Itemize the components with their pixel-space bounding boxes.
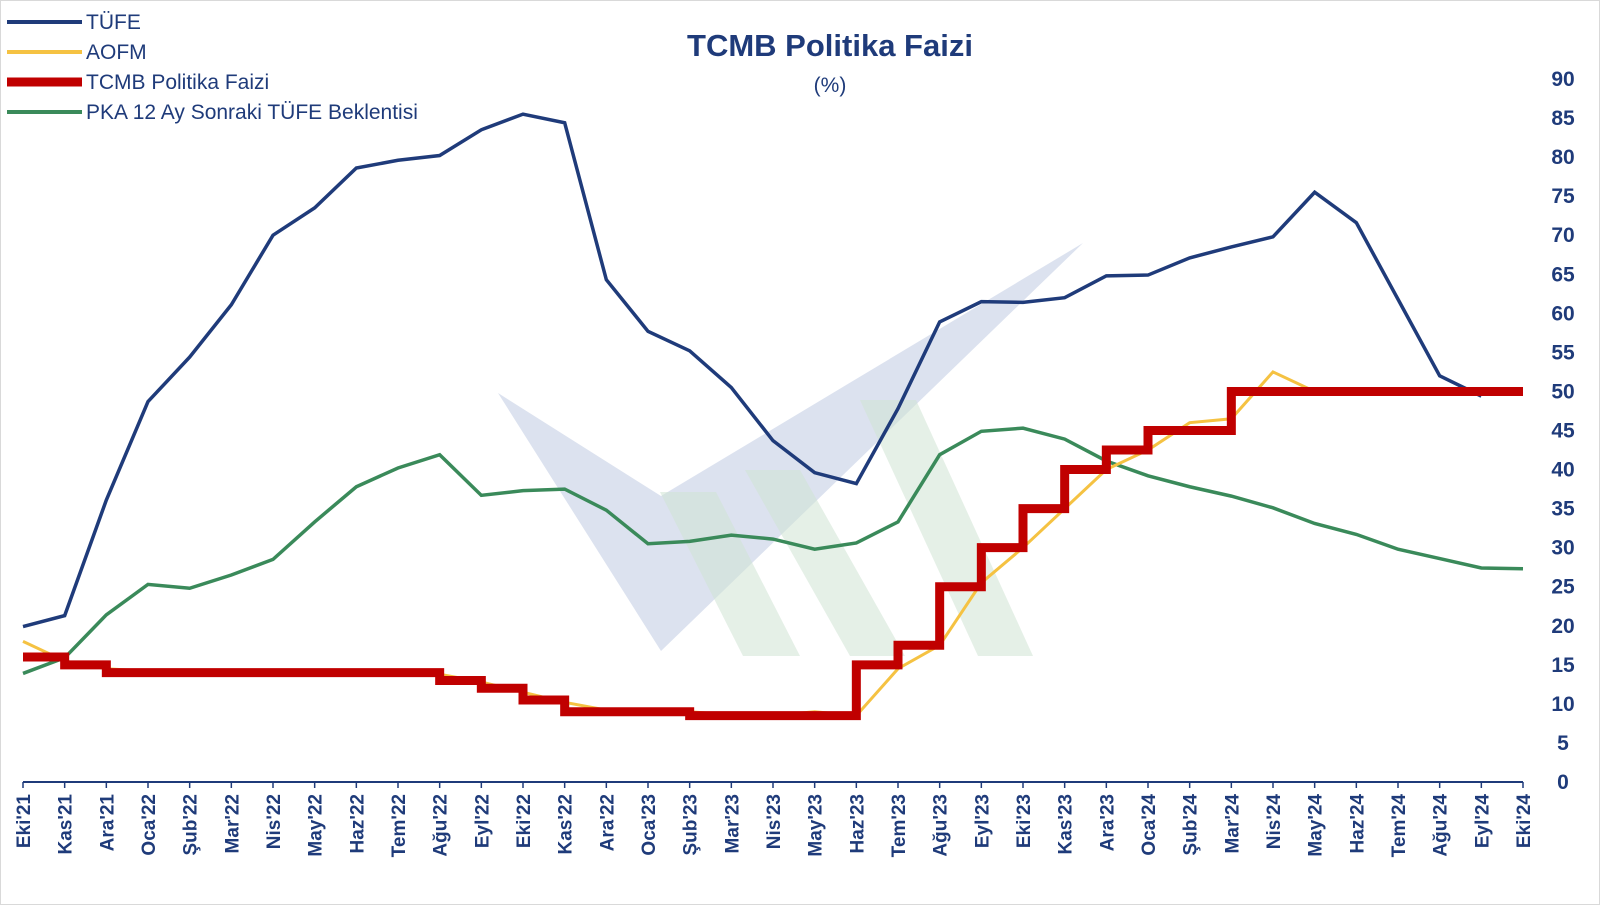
x-tick-label: Kas'23 xyxy=(1056,794,1077,855)
checkmark-watermark xyxy=(498,243,1083,656)
y-tick-label: 50 xyxy=(1551,380,1574,403)
x-tick-label: Tem'24 xyxy=(1389,794,1410,858)
x-tick-label: Eki'24 xyxy=(1514,794,1535,849)
x-tick-label: Mar'24 xyxy=(1222,794,1243,854)
y-tick-label: 35 xyxy=(1551,498,1575,521)
series-line-aofm xyxy=(22,370,1523,718)
x-tick-label: Kas'22 xyxy=(556,794,577,855)
chart-title: TCMB Politika Faizi xyxy=(687,28,973,63)
y-tick-label: 60 xyxy=(1551,302,1574,325)
x-tick-label: Ara'22 xyxy=(597,794,618,851)
series-line-pka-12-ay-sonraki-t-fe-beklentisi xyxy=(22,426,1524,676)
x-axis: Eki'21 Kas'21 Ara'21 Oca'22 Şub'22 Mar'22 Nis'… xyxy=(14,782,1535,857)
y-tick-label: 5 xyxy=(1557,732,1569,755)
x-tick-label: Ağu'22 xyxy=(431,794,452,857)
series-line-t-fe xyxy=(22,112,1483,629)
x-tick-label: Eyl'22 xyxy=(472,794,493,848)
y-tick-label: 90 xyxy=(1551,68,1574,91)
x-tick-label: Eki'21 xyxy=(14,794,35,849)
y-tick-label: 25 xyxy=(1551,576,1575,599)
series-line-tcmb-politika-faizi xyxy=(23,386,1523,721)
x-tick-label: Tem'22 xyxy=(389,794,410,857)
x-tick-label: Şub'24 xyxy=(1181,794,1202,856)
y-tick-label: 0 xyxy=(1557,771,1569,794)
x-tick-label: Mar'23 xyxy=(722,794,743,853)
x-tick-label: Ağu'24 xyxy=(1431,794,1452,857)
x-tick-label: Eki'22 xyxy=(514,794,535,848)
x-tick-label: Eyl'23 xyxy=(972,794,993,848)
series-layer xyxy=(22,112,1524,721)
x-tick-label: Mar'22 xyxy=(222,794,243,853)
y-tick-label: 80 xyxy=(1551,146,1574,169)
x-tick-label: Haz'24 xyxy=(1347,794,1368,854)
x-tick-label: Eki'23 xyxy=(1014,794,1035,848)
x-tick-label: Ara'21 xyxy=(97,794,118,852)
legend-label: TÜFE xyxy=(86,11,141,34)
x-tick-label: Kas'21 xyxy=(56,794,77,855)
y-tick-label: 85 xyxy=(1551,107,1575,130)
y-tick-label: 20 xyxy=(1551,615,1574,638)
y-axis: 0 5 10 15 20 25 30 35 40 45 50 55 60 65 70 75 80 85 90 xyxy=(1551,68,1575,794)
x-tick-label: Şub'22 xyxy=(181,794,202,856)
x-tick-label: Ara'23 xyxy=(1097,794,1118,851)
chart-subtitle: (%) xyxy=(814,74,847,97)
y-tick-label: 10 xyxy=(1551,693,1574,716)
x-tick-label: May'22 xyxy=(306,794,327,857)
x-tick-label: Oca'22 xyxy=(139,794,160,856)
x-tick-label: May'24 xyxy=(1306,794,1327,857)
x-tick-label: Ağu'23 xyxy=(931,794,952,857)
x-tick-label: Oca'24 xyxy=(1139,794,1160,856)
x-tick-label: Nis'24 xyxy=(1264,794,1285,850)
x-tick-label: Haz'22 xyxy=(347,794,368,853)
legend: TÜFE AOFM TCMB Politika Faizi PKA 12 Ay Son… xyxy=(7,11,418,124)
y-tick-label: 70 xyxy=(1551,224,1574,247)
x-tick-label: Şub'23 xyxy=(681,794,702,856)
legend-label: AOFM xyxy=(86,41,147,64)
legend-label: PKA 12 Ay Sonraki TÜFE Beklentisi xyxy=(86,101,418,124)
y-tick-label: 40 xyxy=(1551,459,1574,482)
x-tick-label: Eyl'24 xyxy=(1472,794,1493,849)
y-tick-label: 55 xyxy=(1551,341,1575,364)
x-tick-label: Oca'23 xyxy=(639,794,660,856)
y-tick-label: 15 xyxy=(1551,654,1575,677)
x-tick-label: May'23 xyxy=(806,794,827,857)
y-tick-label: 30 xyxy=(1551,537,1574,560)
x-tick-label: Haz'23 xyxy=(847,794,868,853)
x-tick-label: Nis'22 xyxy=(264,794,285,849)
legend-label: TCMB Politika Faizi xyxy=(86,71,269,94)
x-tick-label: Tem'23 xyxy=(889,794,910,857)
y-tick-label: 45 xyxy=(1551,420,1575,443)
y-tick-label: 75 xyxy=(1551,185,1575,208)
y-tick-label: 65 xyxy=(1551,263,1575,286)
x-tick-label: Nis'23 xyxy=(764,794,785,849)
